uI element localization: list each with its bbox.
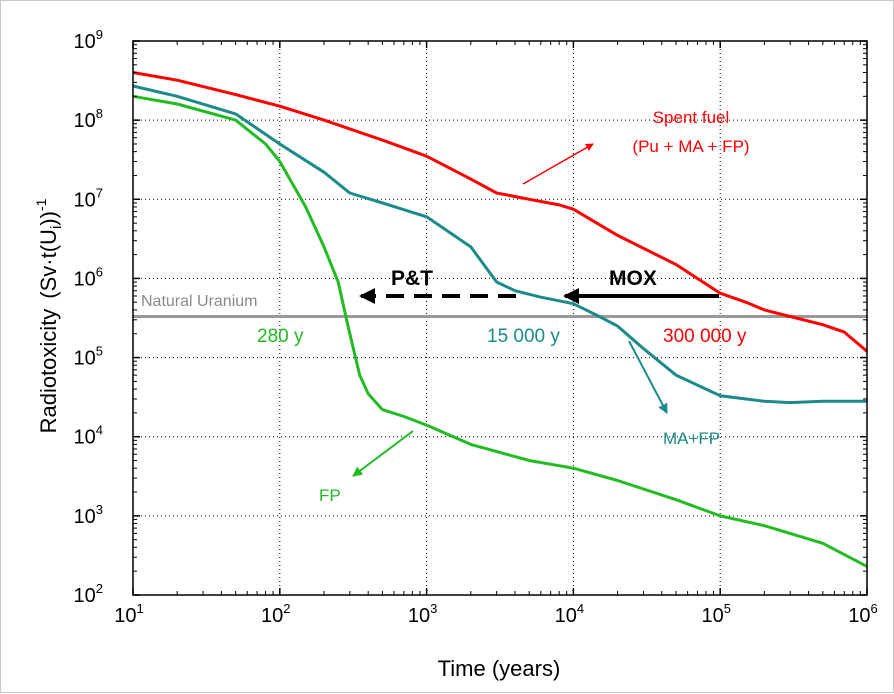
x-tick-label: 101 [114, 601, 143, 627]
mafp-label: MA+FP [663, 429, 720, 448]
y-tick-label: 105 [74, 344, 103, 370]
y-axis-unit-prefix: (Sv·t(U [36, 229, 61, 299]
series-line-fp [132, 94, 868, 568]
fp-time-label: 280 y [257, 326, 304, 347]
y-axis-unit-suffix: )) [36, 211, 61, 226]
y-tick-label: 102 [74, 581, 103, 607]
fp-arrow [352, 430, 414, 477]
mox-label: MOX [609, 267, 657, 290]
y-axis-ticks: 102 103 104 105 106 107 108 109 [74, 27, 867, 607]
spent-fuel-label-line2: (Pu + MA + FP) [632, 137, 749, 156]
y-tick-label: 106 [74, 264, 103, 290]
series-layer [132, 71, 868, 568]
y-tick-label: 109 [74, 27, 103, 53]
x-tick-label: 102 [261, 601, 290, 627]
y-axis-title: Radiotoxicity (Sv·t(Ui))-1 [33, 198, 65, 433]
y-tick-label: 108 [74, 106, 103, 132]
pt-label: P&T [391, 267, 433, 290]
y-axis-unit-exp: -1 [33, 198, 49, 211]
series-line-spent [132, 71, 868, 353]
spent-fuel-label-line1: Spent fuel [653, 108, 730, 127]
x-axis-title: Time (years) [438, 656, 561, 681]
x-tick-label: 104 [555, 601, 584, 627]
y-tick-label: 104 [74, 423, 103, 449]
x-tick-label: 105 [701, 601, 730, 627]
spent-time-label: 300 000 y [663, 326, 747, 347]
y-tick-label: 103 [74, 502, 103, 528]
y-axis-title-main: Radiotoxicity [36, 309, 61, 434]
x-tick-label: 106 [848, 601, 877, 627]
spent-fuel-arrow [522, 143, 594, 185]
y-tick-label: 107 [74, 185, 103, 211]
x-axis-ticks: 101 102 103 104 105 106 [114, 41, 878, 627]
plot-frame [132, 40, 868, 596]
y-axis-unit-sub: i [48, 226, 65, 229]
fp-label: FP [319, 486, 341, 505]
natural-uranium-label: Natural Uranium [141, 293, 257, 310]
series-line-mafp [132, 84, 867, 405]
plot-border [132, 40, 868, 596]
mafp-time-label: 15 000 y [487, 326, 560, 347]
x-tick-label: 103 [408, 601, 437, 627]
mafp-arrow [628, 340, 668, 414]
